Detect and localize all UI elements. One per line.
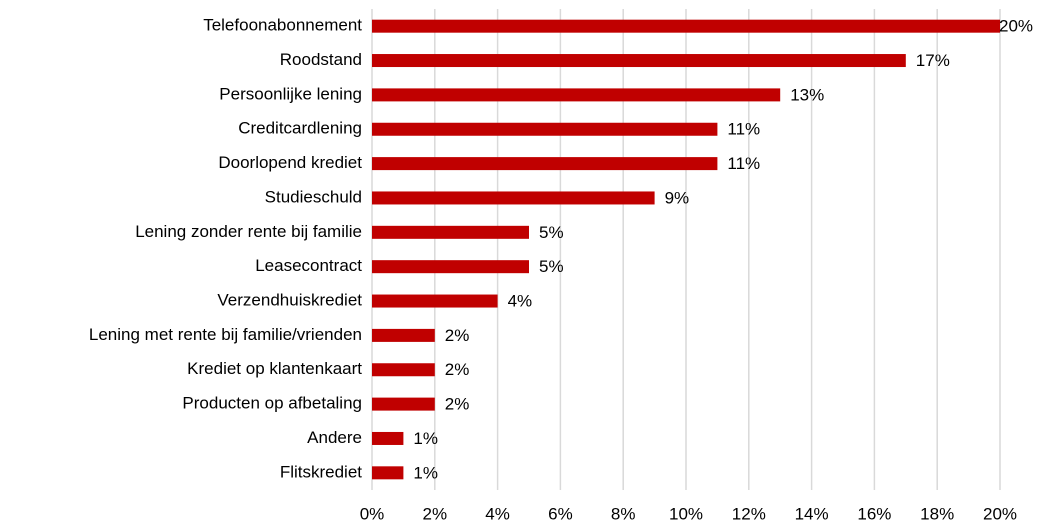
data-label: 20% xyxy=(999,17,1033,36)
data-label: 2% xyxy=(445,326,470,345)
y-tick-label: Lening zonder rente bij familie xyxy=(135,222,362,241)
data-label: 9% xyxy=(665,188,690,207)
x-tick-label: 4% xyxy=(485,504,510,523)
y-tick-label: Doorlopend krediet xyxy=(218,153,362,172)
y-tick-label: Telefoonabonnement xyxy=(203,16,362,35)
data-label: 11% xyxy=(727,120,760,139)
data-label: 5% xyxy=(539,223,564,242)
y-tick-label: Roodstand xyxy=(280,50,362,69)
bar xyxy=(372,363,435,377)
bar xyxy=(372,260,529,274)
x-tick-label: 18% xyxy=(920,504,954,523)
data-label: 4% xyxy=(508,292,533,311)
bar xyxy=(372,466,404,480)
x-tick-label: 14% xyxy=(795,504,829,523)
x-tick-label: 2% xyxy=(423,504,448,523)
x-tick-label: 6% xyxy=(548,504,573,523)
data-label: 1% xyxy=(413,463,438,482)
data-label: 1% xyxy=(413,429,438,448)
y-tick-label: Leasecontract xyxy=(255,256,362,275)
y-tick-label: Producten op afbetaling xyxy=(182,394,362,413)
y-tick-label: Creditcardlening xyxy=(238,119,362,138)
y-tick-label: Lening met rente bij familie/vrienden xyxy=(89,325,362,344)
bar xyxy=(372,19,1000,33)
y-tick-label: Flitskrediet xyxy=(280,462,362,481)
y-tick-label: Persoonlijke lening xyxy=(219,84,362,103)
x-tick-label: 8% xyxy=(611,504,636,523)
bar xyxy=(372,157,718,171)
x-tick-label: 10% xyxy=(669,504,703,523)
data-label: 11% xyxy=(727,154,760,173)
x-tick-label: 20% xyxy=(983,504,1017,523)
bar xyxy=(372,328,435,342)
y-tick-label: Andere xyxy=(307,428,362,447)
data-label: 2% xyxy=(445,395,470,414)
bar xyxy=(372,88,781,102)
data-label: 13% xyxy=(790,85,824,104)
bar xyxy=(372,122,718,136)
bar xyxy=(372,54,906,68)
data-label: 5% xyxy=(539,257,564,276)
x-tick-label: 0% xyxy=(360,504,385,523)
x-tick-label: 16% xyxy=(857,504,891,523)
bar xyxy=(372,294,498,308)
data-label: 2% xyxy=(445,360,470,379)
x-tick-label: 12% xyxy=(732,504,766,523)
y-tick-label: Studieschuld xyxy=(265,187,362,206)
data-label: 17% xyxy=(916,51,950,70)
y-tick-label: Krediet op klantenkaart xyxy=(187,359,362,378)
bar xyxy=(372,431,404,445)
bar xyxy=(372,397,435,411)
bar xyxy=(372,191,655,205)
bar xyxy=(372,225,529,239)
y-tick-label: Verzendhuiskrediet xyxy=(217,291,362,310)
